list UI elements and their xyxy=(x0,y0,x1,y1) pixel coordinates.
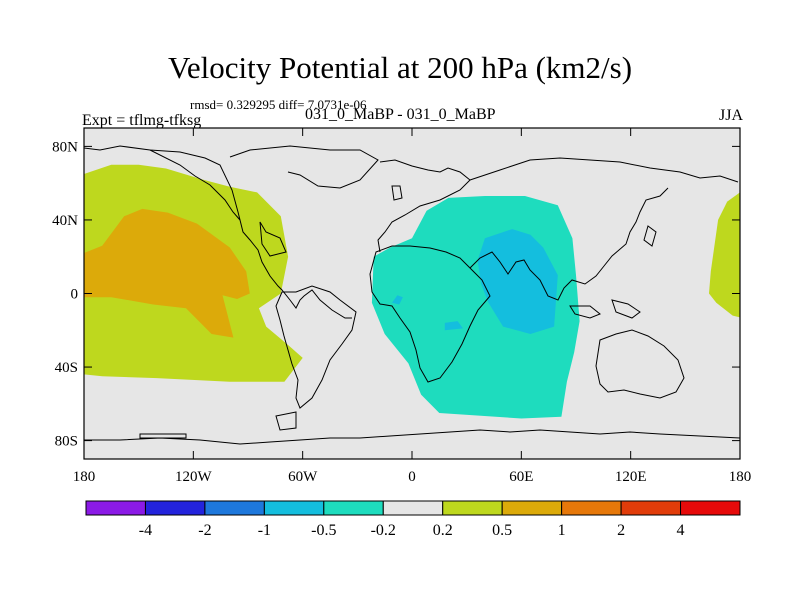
colorbar-label: 4 xyxy=(677,522,685,539)
colorbar-swatch xyxy=(85,500,146,516)
y-tick-label: 80N xyxy=(52,139,78,155)
region-pacific-high xyxy=(84,208,250,338)
x-tick-label: 120E xyxy=(615,469,647,485)
map-axes: 180 120W 60W 0 60E 120E 180 80N 40N 0 40S 80S xyxy=(52,128,751,485)
region-east-pacific-positive xyxy=(709,192,740,318)
colorbar-label: 1 xyxy=(558,522,566,539)
colorbar-swatch xyxy=(382,500,444,516)
colorbar-label: 0.2 xyxy=(433,522,453,539)
y-tick-label: 0 xyxy=(71,287,79,303)
case-label: 031_0_MaBP - 031_0_MaBP xyxy=(305,106,496,123)
colorbar-label: -2 xyxy=(198,522,211,539)
x-tick-label: 180 xyxy=(73,469,96,485)
colorbar-swatch xyxy=(144,500,206,516)
rmsd-diff-label: rmsd= 0.329295 diff= 7.0731e-06 xyxy=(190,97,367,112)
colorbar-label: -1 xyxy=(258,522,271,539)
colorbar-label: 0.5 xyxy=(492,522,512,539)
x-tick-label: 120W xyxy=(175,469,213,485)
colorbar-swatch xyxy=(263,500,325,516)
chart-title: Velocity Potential at 200 hPa (km2/s) xyxy=(167,50,633,85)
x-tick-label: 60W xyxy=(288,469,318,485)
colorbar-swatch xyxy=(204,500,265,516)
colorbar-swatch xyxy=(620,500,682,516)
colorbar-label: -0.2 xyxy=(371,522,396,539)
y-tick-label: 80S xyxy=(55,434,78,450)
colorbar-swatch xyxy=(680,500,741,516)
region-indian-ocean-negative-spot xyxy=(444,321,463,331)
region-asia-core-negative xyxy=(477,229,558,334)
region-atlantic-negative-spot xyxy=(392,295,403,305)
y-tick-label: 40N xyxy=(52,213,78,229)
colorbar: -4 -2 -1 -0.5 -0.2 0.2 0.5 1 2 4 xyxy=(85,500,741,539)
season-label: JJA xyxy=(718,107,743,124)
contour-fills xyxy=(84,164,740,419)
x-tick-label: 60E xyxy=(509,469,533,485)
coastlines xyxy=(84,145,740,445)
experiment-label: Expt = tflmg-tfksg xyxy=(82,112,202,129)
x-tick-label: 180 xyxy=(729,469,752,485)
colorbar-label: -0.5 xyxy=(311,522,336,539)
x-tick-label: 0 xyxy=(408,469,416,485)
colorbar-swatch xyxy=(323,500,384,516)
colorbar-label: -4 xyxy=(139,522,152,539)
colorbar-swatch xyxy=(442,500,503,516)
colorbar-swatch xyxy=(561,500,622,516)
colorbar-swatch xyxy=(501,500,563,516)
y-tick-label: 40S xyxy=(55,360,78,376)
colorbar-label: 2 xyxy=(617,522,625,539)
